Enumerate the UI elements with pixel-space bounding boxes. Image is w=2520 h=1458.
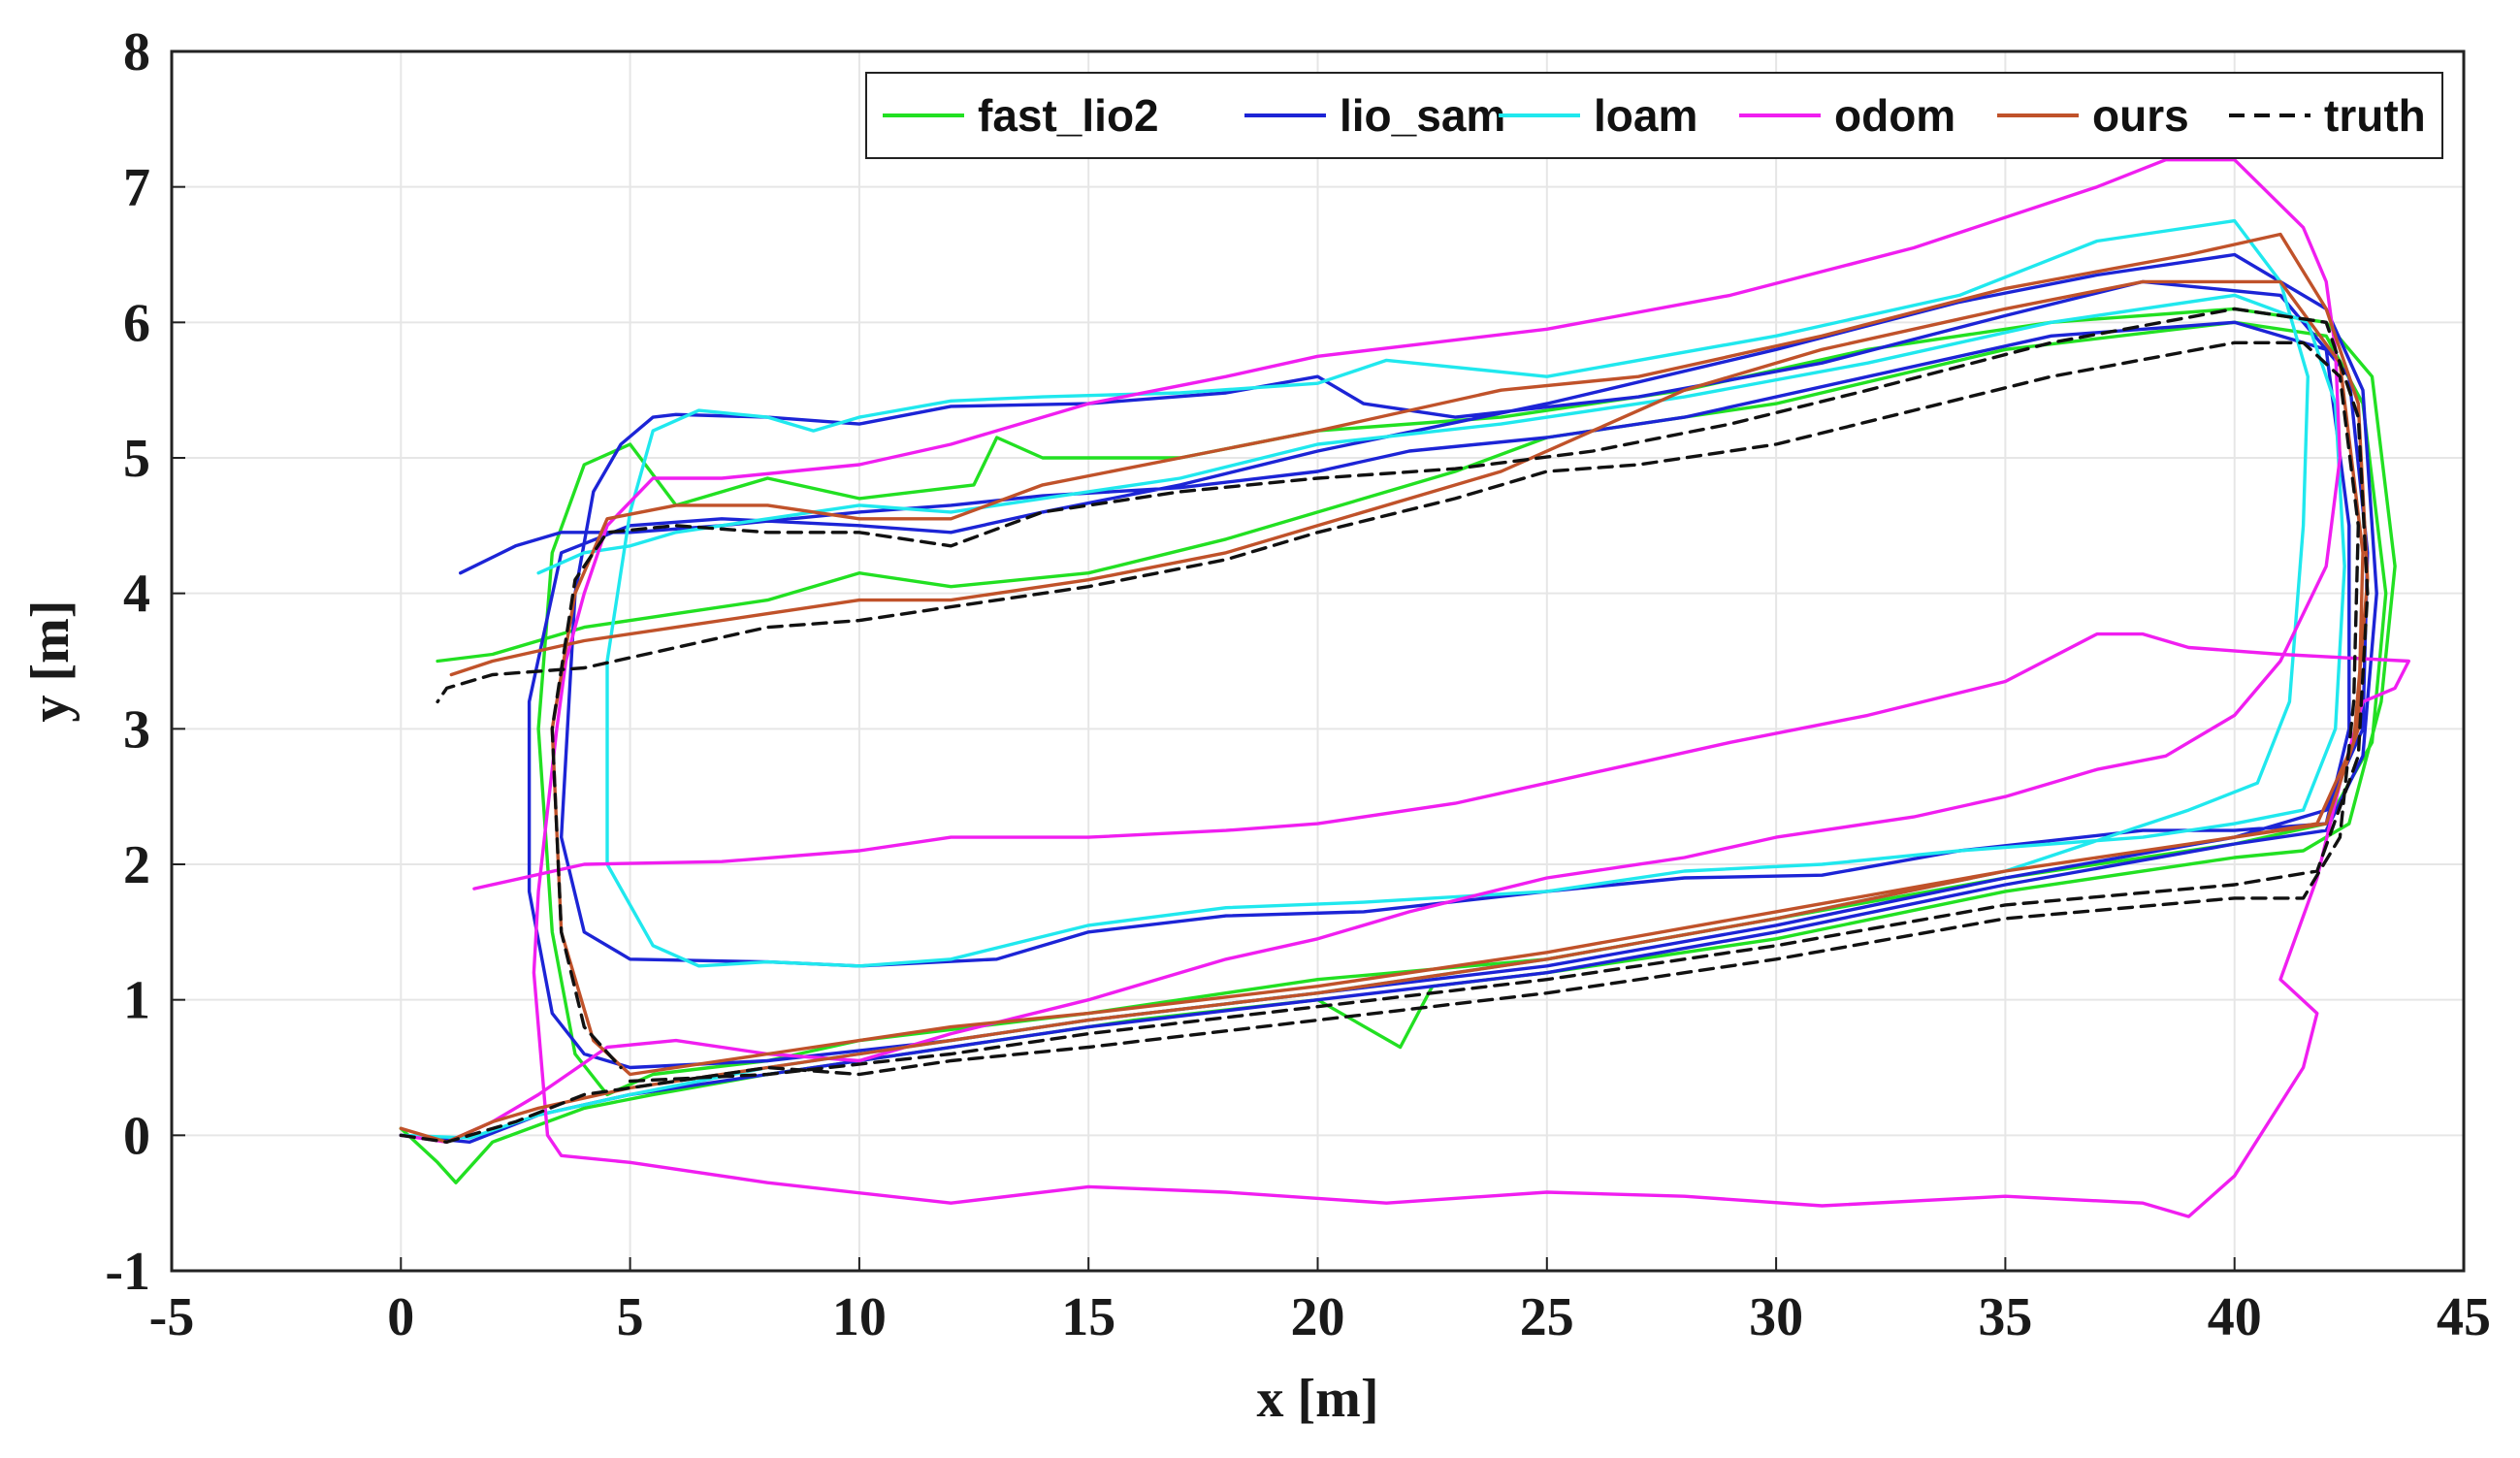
y-tick-label: 6 xyxy=(123,293,150,353)
grid xyxy=(171,50,2465,1272)
x-tick-label: 5 xyxy=(617,1287,644,1347)
x-tick-label: -5 xyxy=(149,1287,195,1347)
y-tick-label: 1 xyxy=(123,971,150,1031)
series-line-lio-sam xyxy=(399,252,2378,1144)
legend-label-lio-sam: lio_sam xyxy=(1340,90,1505,141)
legend: fast_lio2 lio_sam loam odom ours truth xyxy=(865,72,2443,159)
legend-frame xyxy=(865,72,2443,159)
y-tick-label: 3 xyxy=(123,699,150,760)
y-tick-label: 7 xyxy=(123,158,150,218)
series-line-odom xyxy=(399,158,2410,1218)
x-tick-label: 30 xyxy=(1749,1287,1803,1347)
legend-label-loam: loam xyxy=(1594,90,1697,141)
y-tick-label: 5 xyxy=(123,429,150,489)
y-tick-label: -1 xyxy=(105,1242,150,1302)
x-tick-label: 40 xyxy=(2208,1287,2262,1347)
legend-label-ours: ours xyxy=(2092,90,2189,141)
series-line-fast-lio2 xyxy=(399,307,2397,1184)
y-tick-label: 2 xyxy=(123,835,150,895)
x-tick-label: 15 xyxy=(1061,1287,1115,1347)
legend-label-truth: truth xyxy=(2324,90,2426,141)
y-axis-label: y [m] xyxy=(20,600,81,723)
series-line-truth xyxy=(399,340,2360,1144)
x-tick-label: 45 xyxy=(2437,1287,2491,1347)
x-tick-label: 20 xyxy=(1291,1287,1345,1347)
x-tick-label: 0 xyxy=(387,1287,414,1347)
x-axis-label: x [m] xyxy=(1257,1369,1379,1429)
series-layer xyxy=(399,158,2410,1218)
y-tick-label: 8 xyxy=(123,22,150,82)
y-tick-label: 0 xyxy=(123,1106,150,1166)
legend-label-odom: odom xyxy=(1834,90,1955,141)
y-tick-label: 4 xyxy=(123,565,150,625)
x-tick-label: 10 xyxy=(832,1287,887,1347)
series-line-truth-loop2 xyxy=(550,307,2370,1084)
x-tick-label: 25 xyxy=(1520,1287,1574,1347)
legend-label-fast-lio2: fast_lio2 xyxy=(978,90,1159,141)
series-line-ours xyxy=(399,232,2370,1144)
x-tick-label: 35 xyxy=(1978,1287,2032,1347)
